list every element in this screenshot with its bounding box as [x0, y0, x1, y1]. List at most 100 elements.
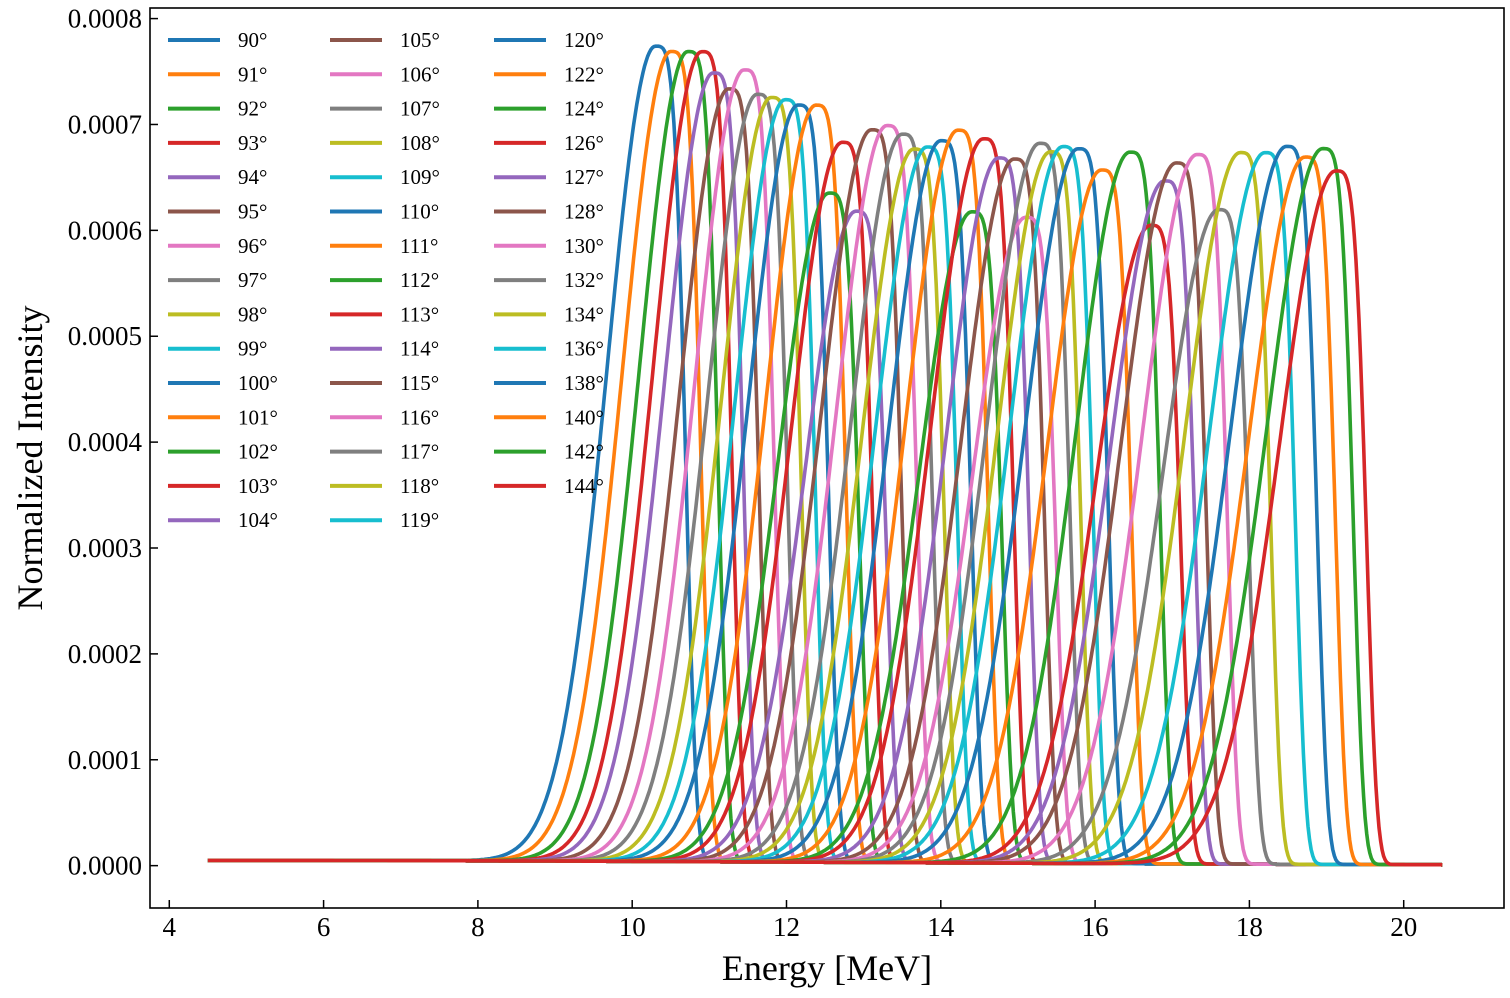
- legend-label: 93°: [238, 131, 267, 155]
- legend-label: 119°: [400, 508, 439, 532]
- x-axis-label: Energy [MeV]: [722, 948, 932, 988]
- legend-label: 132°: [564, 268, 604, 292]
- y-axis-ticks: 0.0000 0.0001 0.0002 0.0003 0.0004 0.0005 0.00…: [68, 4, 158, 881]
- legend-label: 102°: [238, 440, 278, 464]
- legend-label: 116°: [400, 405, 439, 429]
- legend-label: 90°: [238, 28, 267, 52]
- legend-entry: 92°: [168, 97, 267, 121]
- legend-label: 103°: [238, 474, 278, 498]
- y-tick-label: 0.0003: [68, 533, 142, 563]
- legend-label: 110°: [400, 200, 439, 224]
- x-tick-label: 8: [471, 912, 485, 942]
- legend-entry: 114°: [330, 337, 439, 361]
- legend-entry: 134°: [494, 302, 604, 326]
- legend-entry: 119°: [330, 508, 439, 532]
- legend-entry: 95°: [168, 200, 267, 224]
- legend-entry: 144°: [494, 474, 604, 498]
- legend-label: 94°: [238, 165, 267, 189]
- legend-entry: 109°: [330, 165, 440, 189]
- legend-label: 127°: [564, 165, 604, 189]
- legend-entry: 130°: [494, 234, 604, 258]
- x-tick-label: 20: [1390, 912, 1417, 942]
- legend-label: 101°: [238, 405, 278, 429]
- legend-label: 99°: [238, 337, 267, 361]
- legend-label: 97°: [238, 268, 267, 292]
- legend-entry: 91°: [168, 62, 267, 86]
- legend-label: 124°: [564, 97, 604, 121]
- legend-entry: 101°: [168, 405, 278, 429]
- x-axis-ticks: 4 6 8 10 12 14 16 18 20: [163, 900, 1417, 942]
- x-tick-label: 16: [1082, 912, 1109, 942]
- series-curves: [207, 44, 1443, 867]
- legend-entry: 116°: [330, 405, 439, 429]
- legend-label: 104°: [238, 508, 278, 532]
- legend-label: 142°: [564, 440, 604, 464]
- legend-entry: 104°: [168, 508, 278, 532]
- legend-entry: 136°: [494, 337, 604, 361]
- legend-entry: 140°: [494, 405, 604, 429]
- y-tick-label: 0.0005: [68, 321, 142, 351]
- legend-entry: 100°: [168, 371, 278, 395]
- legend-label: 134°: [564, 302, 604, 326]
- legend-entry: 93°: [168, 131, 267, 155]
- legend-label: 117°: [400, 440, 439, 464]
- legend-entry: 117°: [330, 440, 439, 464]
- legend-entry: 108°: [330, 131, 440, 155]
- legend-entry: 112°: [330, 268, 439, 292]
- legend-label: 130°: [564, 234, 604, 258]
- legend-label: 126°: [564, 131, 604, 155]
- legend-entry: 113°: [330, 302, 439, 326]
- x-tick-label: 18: [1236, 912, 1263, 942]
- legend-entry: 124°: [494, 97, 604, 121]
- y-tick-label: 0.0004: [68, 427, 143, 457]
- legend: 90° 91° 92° 93° 94° 95° 96° 97° 98° 99° 100° 101° 10…: [168, 28, 604, 532]
- legend-label: 96°: [238, 234, 267, 258]
- legend-label: 105°: [400, 28, 440, 52]
- legend-entry: 120°: [494, 28, 604, 52]
- y-tick-label: 0.0000: [68, 851, 142, 881]
- legend-entry: 102°: [168, 440, 278, 464]
- legend-entry: 127°: [494, 165, 604, 189]
- legend-entry: 111°: [330, 234, 438, 258]
- legend-entry: 107°: [330, 97, 440, 121]
- legend-label: 122°: [564, 62, 604, 86]
- legend-entry: 96°: [168, 234, 267, 258]
- legend-entry: 90°: [168, 28, 267, 52]
- x-tick-label: 14: [927, 912, 955, 942]
- legend-label: 98°: [238, 302, 267, 326]
- legend-label: 113°: [400, 302, 439, 326]
- legend-entry: 94°: [168, 165, 267, 189]
- legend-entry: 128°: [494, 200, 604, 224]
- legend-entry: 103°: [168, 474, 278, 498]
- legend-label: 118°: [400, 474, 439, 498]
- legend-label: 95°: [238, 200, 267, 224]
- legend-label: 108°: [400, 131, 440, 155]
- y-tick-label: 0.0001: [68, 745, 142, 775]
- y-tick-label: 0.0008: [68, 4, 142, 34]
- legend-entry: 106°: [330, 62, 440, 86]
- legend-entry: 99°: [168, 337, 267, 361]
- legend-entry: 142°: [494, 440, 604, 464]
- legend-entry: 126°: [494, 131, 604, 155]
- legend-label: 114°: [400, 337, 439, 361]
- legend-label: 111°: [400, 234, 438, 258]
- y-tick-label: 0.0002: [68, 639, 142, 669]
- legend-label: 91°: [238, 62, 267, 86]
- legend-entry: 132°: [494, 268, 604, 292]
- legend-label: 136°: [564, 337, 604, 361]
- legend-label: 92°: [238, 97, 267, 121]
- legend-label: 144°: [564, 474, 604, 498]
- legend-entry: 105°: [330, 28, 440, 52]
- x-tick-label: 6: [317, 912, 331, 942]
- legend-label: 112°: [400, 268, 439, 292]
- series-line: [207, 169, 1443, 867]
- legend-label: 138°: [564, 371, 604, 395]
- legend-label: 100°: [238, 371, 278, 395]
- legend-entry: 118°: [330, 474, 439, 498]
- legend-entry: 110°: [330, 200, 439, 224]
- x-tick-label: 10: [619, 912, 646, 942]
- legend-entry: 115°: [330, 371, 439, 395]
- y-axis-label: Normalized Intensity: [10, 306, 50, 611]
- legend-entry: 122°: [494, 62, 604, 86]
